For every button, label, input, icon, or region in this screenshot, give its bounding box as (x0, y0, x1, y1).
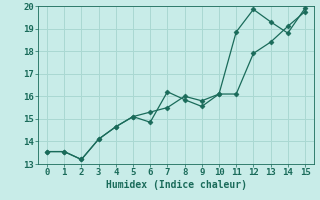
X-axis label: Humidex (Indice chaleur): Humidex (Indice chaleur) (106, 180, 246, 190)
